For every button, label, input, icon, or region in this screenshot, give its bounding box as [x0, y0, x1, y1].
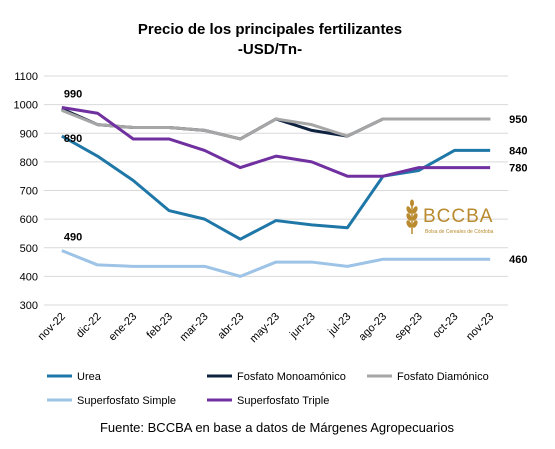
x-axis: nov-22 dic-22 ene-23 feb-23 mar-23 abr-23 may-…: [36, 311, 497, 345]
series-line-superfosfato-simple: [61, 249, 491, 278]
y-tick-label: 900: [20, 128, 38, 140]
x-tick-label: mar-23: [178, 311, 211, 344]
data-label: 890: [64, 133, 82, 145]
series-line-fosfato-diamónico: [61, 108, 491, 141]
legend: Urea Fosfato Monoamónico Fosfato Diamónico…: [47, 371, 489, 407]
x-tick-label: feb-23: [144, 311, 175, 342]
x-tick-label: oct-23: [430, 311, 460, 341]
x-tick-label: may-23: [248, 311, 282, 345]
y-tick-label: 700: [20, 186, 38, 198]
source-note: Fuente: BCCBA en base a datos de Márgene…: [100, 420, 455, 435]
legend-label: Superfosfato Simple: [77, 395, 176, 407]
y-tick-label: 1100: [14, 71, 38, 83]
data-label: 950: [509, 114, 527, 126]
chart-title: Precio de los principales fertilizantes: [138, 21, 402, 38]
legend-item: Fosfato Diamónico: [367, 371, 489, 383]
data-label: 490: [64, 232, 82, 244]
data-label: 460: [509, 254, 527, 266]
bccba-logo: BCCBA Bolsa de Cereales de Córdoba: [406, 199, 494, 235]
y-tick-label: 300: [20, 300, 38, 312]
y-tick-label: 800: [20, 157, 38, 169]
data-labels: 990 890 490 950 840 780 460: [64, 88, 528, 266]
series-line-superfosfato-triple: [61, 106, 491, 178]
x-tick-label: jun-23: [287, 311, 318, 342]
logo-name: BCCBA: [423, 206, 493, 227]
legend-item: Urea: [47, 371, 102, 383]
y-tick-label: 600: [20, 214, 38, 226]
x-tick-label: nov-23: [464, 311, 496, 343]
grid: [44, 75, 508, 306]
y-tick-label: 500: [20, 243, 38, 255]
series-lines: [61, 106, 491, 278]
legend-item: Fosfato Monoamónico: [207, 371, 346, 383]
y-tick-label: 1000: [14, 100, 38, 112]
legend-label: Urea: [77, 371, 102, 383]
series-line-urea: [61, 134, 491, 241]
x-tick-label: dic-22: [74, 311, 104, 341]
x-tick-label: ago-23: [356, 311, 389, 344]
data-label: 780: [509, 163, 527, 175]
x-tick-label: jul-23: [325, 311, 353, 339]
legend-item: Superfosfato Simple: [47, 395, 176, 407]
x-tick-label: ene-23: [107, 311, 140, 344]
legend-label: Superfosfato Triple: [237, 395, 329, 407]
y-axis: 300 400 500 600 700 800 900 1000 1100: [14, 71, 38, 312]
legend-label: Fosfato Monoamónico: [237, 371, 346, 383]
wheat-icon: [406, 199, 418, 234]
x-tick-label: sep-23: [393, 311, 425, 343]
data-label: 990: [64, 88, 82, 100]
data-label: 840: [509, 145, 527, 157]
legend-label: Fosfato Diamónico: [397, 371, 489, 383]
y-tick-label: 400: [20, 271, 38, 283]
x-tick-label: abr-23: [215, 311, 246, 342]
chart-subtitle: -USD/Tn-: [238, 41, 302, 58]
legend-item: Superfosfato Triple: [207, 395, 329, 407]
x-tick-label: nov-22: [36, 311, 68, 343]
logo-tagline: Bolsa de Cereales de Córdoba: [425, 229, 494, 235]
